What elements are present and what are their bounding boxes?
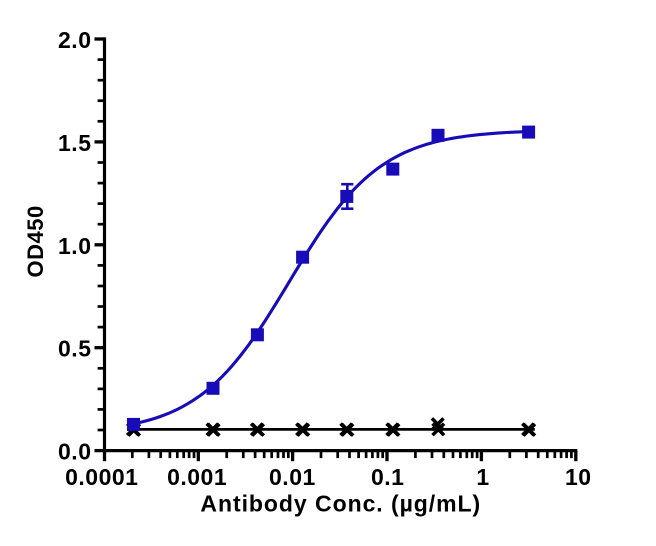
svg-text:1.0: 1.0 [58,233,91,259]
svg-text:0.001: 0.001 [167,464,227,490]
svg-text:0.01: 0.01 [269,464,316,490]
svg-text:Antibody Conc. (µg/mL): Antibody Conc. (µg/mL) [200,491,481,517]
svg-text:0.1: 0.1 [371,464,404,490]
svg-text:2.0: 2.0 [58,27,91,53]
svg-text:0.0: 0.0 [58,439,91,465]
svg-text:10: 10 [565,464,592,490]
svg-text:1: 1 [476,464,489,490]
svg-text:1.5: 1.5 [58,130,91,156]
svg-text:0.0001: 0.0001 [65,464,138,490]
svg-text:0.5: 0.5 [58,336,91,362]
svg-text:OD450: OD450 [23,205,48,277]
